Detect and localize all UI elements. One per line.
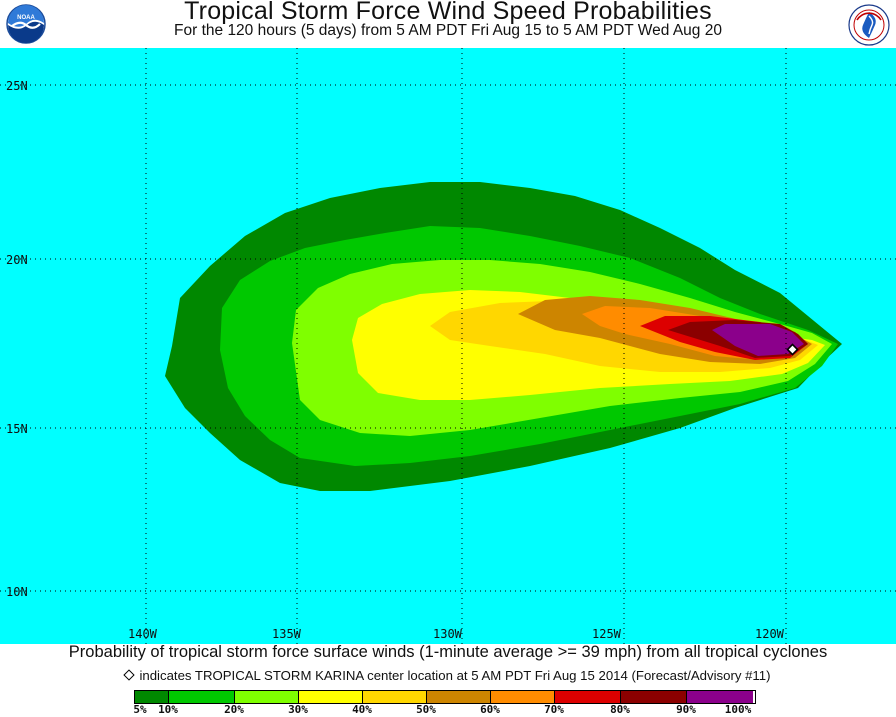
probability-map: 25N 20N 15N 10N 140W 135W 130W 125W 120W <box>0 48 896 644</box>
legend-label: 40% <box>352 703 372 716</box>
legend-swatch <box>687 691 753 703</box>
legend-label: 60% <box>480 703 500 716</box>
prob-band-90 <box>712 324 804 356</box>
legend-label: 30% <box>288 703 308 716</box>
lat-label-10n: 10N <box>6 585 28 599</box>
legend-swatch <box>555 691 621 703</box>
page-subtitle: For the 120 hours (5 days) from 5 AM PDT… <box>174 22 722 39</box>
lon-label-125w: 125W <box>592 627 622 641</box>
page-title: Tropical Storm Force Wind Speed Probabil… <box>184 0 712 25</box>
legend-swatch <box>299 691 363 703</box>
legend-label: 90% <box>676 703 696 716</box>
legend-swatch <box>427 691 491 703</box>
map-caption: Probability of tropical storm force surf… <box>68 643 828 661</box>
legend-swatch <box>363 691 427 703</box>
legend-label: 50% <box>416 703 436 716</box>
lat-label-25n: 25N <box>6 79 28 93</box>
legend-label: 10% <box>158 703 178 716</box>
lat-label-20n: 20N <box>6 253 28 267</box>
lon-label-120w: 120W <box>755 627 785 641</box>
storm-center-diamond-icon <box>786 343 799 356</box>
noaa-logo-icon: NOAA <box>6 4 46 44</box>
advisory-note: indicates TROPICAL STORM KARINA center l… <box>0 668 896 683</box>
national-weather-service-logo-icon <box>848 4 890 46</box>
legend-label: 20% <box>224 703 244 716</box>
lat-label-15n: 15N <box>6 422 28 436</box>
color-legend <box>134 690 756 704</box>
legend-swatch <box>169 691 235 703</box>
svg-text:NOAA: NOAA <box>17 15 35 21</box>
legend-labels: 5% 10% 20% 30% 40% 50% 60% 70% 80% 90% 100% <box>0 703 896 717</box>
lon-label-140w: 140W <box>128 627 158 641</box>
map-svg: 25N 20N 15N 10N 140W 135W 130W 125W 120W <box>0 48 896 644</box>
legend-label: 70% <box>544 703 564 716</box>
legend-swatch <box>135 691 169 703</box>
legend-label: 100% <box>724 703 752 716</box>
legend-swatch <box>491 691 555 703</box>
advisory-text: indicates TROPICAL STORM KARINA center l… <box>139 668 771 683</box>
legend-swatch <box>235 691 299 703</box>
legend-label: 80% <box>610 703 630 716</box>
legend-swatch <box>621 691 687 703</box>
lon-label-135w: 135W <box>272 627 302 641</box>
legend-label: 5% <box>133 703 147 716</box>
diamond-marker-icon <box>123 669 136 681</box>
lon-label-130w: 130W <box>433 627 463 641</box>
